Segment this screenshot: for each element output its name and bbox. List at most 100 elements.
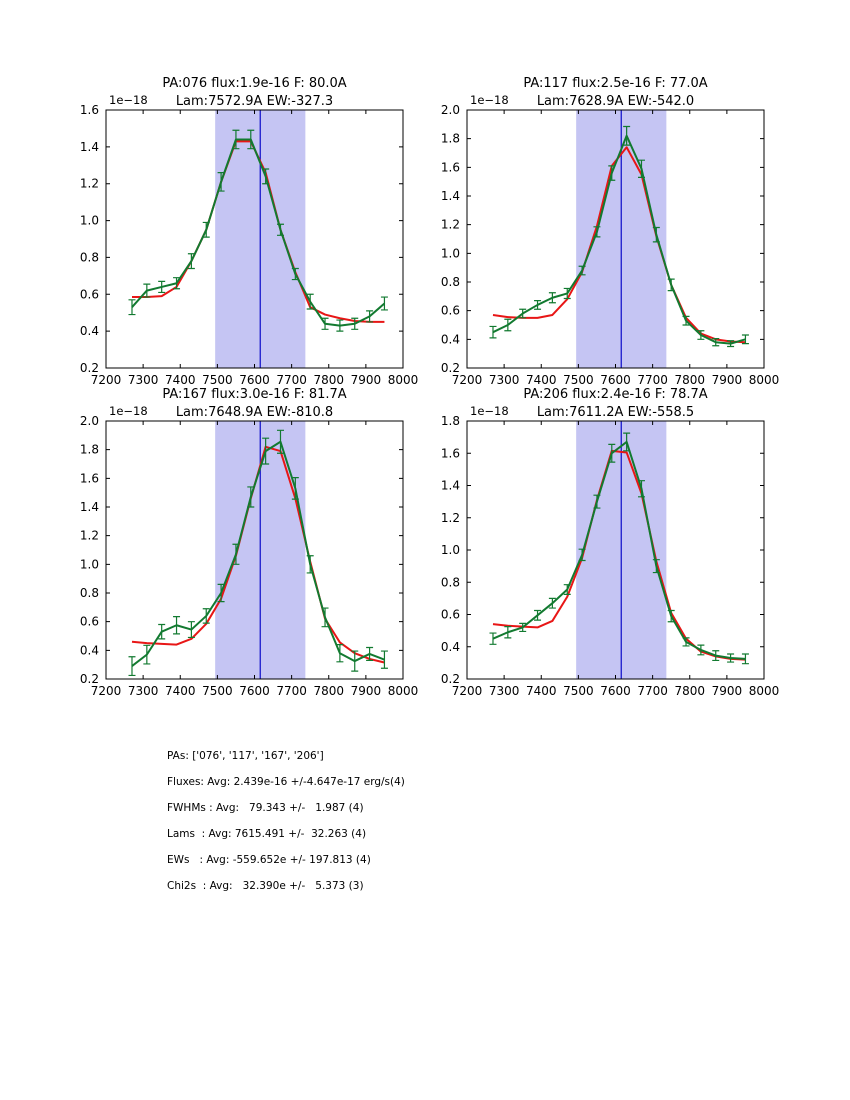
y-offset-label: 1e−18 — [470, 404, 509, 418]
x-tick-label: 7700 — [637, 684, 668, 698]
y-tick-label: 1.8 — [80, 443, 99, 457]
y-offset-label: 1e−18 — [109, 93, 148, 107]
y-tick-label: 0.6 — [441, 304, 460, 318]
x-tick-label: 7200 — [452, 684, 483, 698]
y-tick-label: 1.4 — [80, 140, 99, 154]
x-tick-label: 8000 — [388, 373, 419, 387]
subplot-pa-076: 7200 7300 7400 7500 7600 7700 7800 7900 8000 0.2 0… — [80, 76, 419, 387]
error-bars — [489, 432, 749, 665]
y-tick-label: 1.0 — [80, 557, 99, 571]
y-tick-label: 0.4 — [441, 332, 460, 346]
y-tick-label: 1.6 — [441, 446, 460, 460]
x-tick-label: 8000 — [749, 684, 780, 698]
summary-line: FWHMs : Avg: 79.343 +/- 1.987 (4) — [167, 802, 364, 814]
y-tick-label: 0.2 — [441, 361, 460, 375]
x-tick-label: 7400 — [526, 684, 557, 698]
x-tick-label: 7900 — [351, 684, 382, 698]
plot-title-line1: PA:076 flux:1.9e-16 F: 80.0A — [162, 76, 346, 91]
x-tick-label: 7500 — [202, 373, 233, 387]
y-tick-label: 1.0 — [80, 214, 99, 228]
x-tick-label: 7700 — [637, 373, 668, 387]
plot-title-line2: Lam:7572.9A EW:-327.3 — [176, 94, 333, 109]
x-tick-label: 7600 — [600, 373, 631, 387]
x-tick-label: 7700 — [276, 684, 307, 698]
y-tick-label: 2.0 — [80, 414, 99, 428]
summary-line: Fluxes: Avg: 2.439e-16 +/-4.647e-17 erg/… — [167, 776, 405, 788]
y-tick-label: 0.4 — [441, 640, 460, 654]
observed-data-curve — [492, 134, 746, 345]
observed-data-curve — [131, 440, 385, 667]
y-tick-label: 0.2 — [80, 361, 99, 375]
subplot-pa-117: 7200 7300 7400 7500 7600 7700 7800 7900 8000 0.2 0… — [441, 76, 780, 387]
plot-title-line2: Lam:7611.2A EW:-558.5 — [537, 405, 694, 420]
x-tick-label: 7300 — [128, 684, 159, 698]
y-tick-label: 1.6 — [80, 103, 99, 117]
plot-title-line1: PA:117 flux:2.5e-16 F: 77.0A — [523, 76, 707, 91]
y-tick-label: 1.0 — [441, 543, 460, 557]
y-tick-label: 1.2 — [80, 177, 99, 191]
model-fit-curve — [492, 449, 746, 661]
x-tick-label: 7500 — [563, 684, 594, 698]
error-bars — [128, 429, 388, 677]
x-tick-label: 7300 — [489, 373, 520, 387]
y-tick-label: 1.4 — [441, 189, 460, 203]
y-offset-label: 1e−18 — [470, 93, 509, 107]
summary-line: Chi2s : Avg: 32.390e +/- 5.373 (3) — [167, 880, 364, 892]
x-tick-label: 7300 — [489, 684, 520, 698]
x-tick-label: 7200 — [91, 684, 122, 698]
subplot-pa-167: 7200 7300 7400 7500 7600 7700 7800 7900 8000 0.2 0… — [80, 387, 419, 698]
error-bars — [128, 129, 388, 332]
summary-text-block: PAs: ['076', '117', '167', '206'] Fluxes:… — [167, 743, 405, 899]
x-tick-label: 8000 — [388, 684, 419, 698]
plot-title-line1: PA:167 flux:3.0e-16 F: 81.7A — [162, 387, 346, 402]
y-tick-label: 0.6 — [80, 287, 99, 301]
x-tick-label: 7600 — [239, 373, 270, 387]
axis-ticks — [105, 420, 404, 680]
x-tick-label: 7400 — [526, 373, 557, 387]
y-tick-label: 1.8 — [441, 132, 460, 146]
plot-title-line1: PA:206 flux:2.4e-16 F: 78.7A — [523, 387, 707, 402]
y-tick-label: 1.8 — [441, 414, 460, 428]
y-tick-label: 2.0 — [441, 103, 460, 117]
summary-line: EWs : Avg: -559.652e +/- 197.813 (4) — [167, 854, 371, 866]
observed-data-curve — [131, 138, 386, 327]
y-tick-label: 1.2 — [441, 511, 460, 525]
y-tick-label: 0.8 — [441, 575, 460, 589]
y-tick-label: 1.2 — [441, 218, 460, 232]
y-offset-label: 1e−18 — [109, 404, 148, 418]
axis-ticks — [105, 109, 404, 369]
x-tick-label: 7400 — [165, 684, 196, 698]
x-tick-label: 7900 — [351, 373, 382, 387]
y-tick-label: 1.2 — [80, 529, 99, 543]
y-tick-label: 1.4 — [80, 500, 99, 514]
x-tick-label: 8000 — [749, 373, 780, 387]
x-tick-label: 7300 — [128, 373, 159, 387]
summary-line: Lams : Avg: 7615.491 +/- 32.263 (4) — [167, 828, 367, 840]
x-tick-label: 7900 — [712, 373, 743, 387]
y-tick-label: 0.4 — [80, 643, 99, 657]
axis-ticks — [466, 109, 765, 369]
x-tick-label: 7800 — [313, 684, 344, 698]
x-tick-label: 7900 — [712, 684, 743, 698]
x-tick-label: 7200 — [91, 373, 122, 387]
x-tick-label: 7500 — [563, 373, 594, 387]
x-tick-label: 7800 — [674, 684, 705, 698]
x-tick-label: 7500 — [202, 684, 233, 698]
axis-ticks — [466, 420, 765, 680]
y-tick-label: 0.4 — [80, 324, 99, 338]
x-tick-label: 7600 — [600, 684, 631, 698]
x-tick-label: 7600 — [239, 684, 270, 698]
y-tick-label: 1.4 — [441, 479, 460, 493]
x-tick-label: 7800 — [674, 373, 705, 387]
x-tick-label: 7800 — [313, 373, 344, 387]
y-tick-label: 0.2 — [441, 672, 460, 686]
y-tick-label: 0.8 — [80, 586, 99, 600]
y-tick-label: 1.6 — [441, 160, 460, 174]
observed-data-curve — [492, 440, 746, 660]
y-tick-label: 1.6 — [80, 471, 99, 485]
y-tick-label: 1.0 — [441, 246, 460, 260]
y-tick-label: 0.8 — [80, 250, 99, 264]
x-tick-label: 7200 — [452, 373, 483, 387]
x-tick-label: 7400 — [165, 373, 196, 387]
